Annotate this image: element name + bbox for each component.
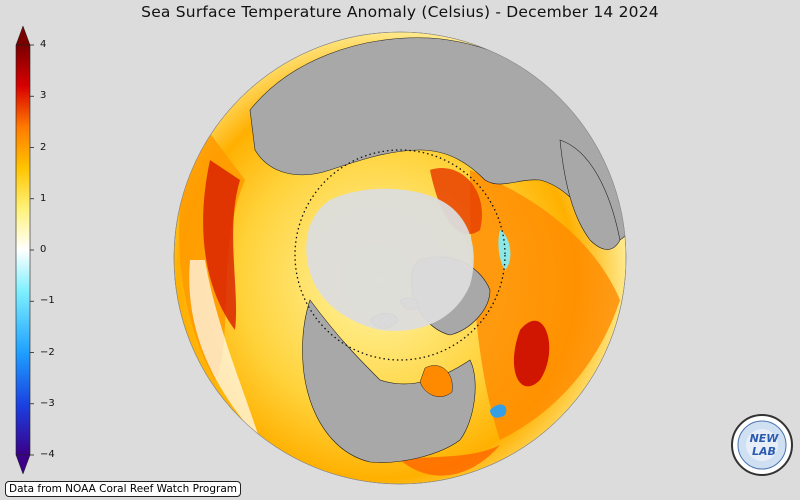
map-title: Sea Surface Temperature Anomaly (Celsius… — [141, 3, 659, 21]
colorbar-tick-label: 1 — [40, 192, 47, 204]
colorbar-max-arrow — [15, 25, 31, 46]
colorbar-tick-label: −2 — [40, 346, 55, 358]
colorbar-min-arrow — [15, 454, 31, 475]
colorbar-tick-label: 2 — [40, 141, 47, 153]
logo-text: NEW LAB — [749, 432, 779, 458]
arctic-ice — [306, 188, 474, 331]
colorbar-tick-label: 3 — [40, 90, 47, 102]
data-credit: Data from NOAA Coral Reef Watch Program — [5, 481, 241, 497]
arctic-circle — [294, 149, 506, 361]
colorbar-tick-label: −3 — [40, 397, 55, 409]
colorbar-tick-label: 4 — [40, 39, 47, 50]
colorbar — [15, 25, 34, 475]
colorbar-tick-label: −4 — [40, 449, 55, 460]
newlab-logo — [731, 414, 793, 476]
anomaly-fields — [179, 37, 626, 476]
colorbar-tick-label: 0 — [40, 244, 47, 255]
colorbar-scale — [15, 44, 31, 456]
colorbar-tick-label: −1 — [40, 295, 55, 307]
